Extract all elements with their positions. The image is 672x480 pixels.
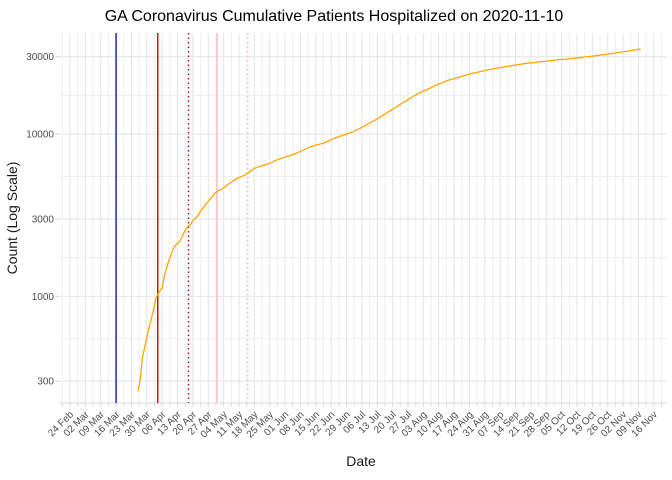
- y-tick-label: 3000: [32, 214, 55, 225]
- axes: [55, 56, 667, 407]
- y-axis-title: Count (Log Scale): [4, 162, 20, 275]
- y-tick-label: 1000: [32, 292, 55, 303]
- y-tick-label: 10000: [26, 130, 54, 141]
- gridlines: [59, 33, 667, 403]
- chart-title: GA Coronavirus Cumulative Patients Hospi…: [105, 8, 564, 25]
- y-tick-label: 30000: [26, 52, 54, 63]
- series-line: [137, 48, 641, 392]
- x-axis-title: Date: [346, 453, 376, 469]
- reference-lines: [115, 33, 249, 403]
- y-tick-label: 300: [37, 377, 54, 388]
- data-series: [137, 48, 641, 392]
